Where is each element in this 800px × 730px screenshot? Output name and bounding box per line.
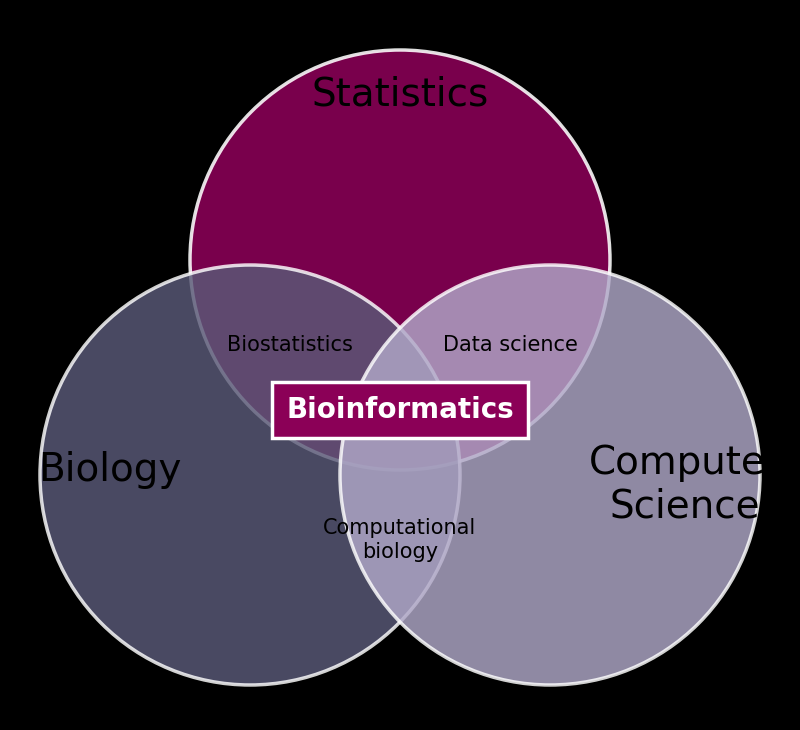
Circle shape xyxy=(190,50,610,470)
Text: Computational
biology: Computational biology xyxy=(323,518,477,561)
Text: Bioinformatics: Bioinformatics xyxy=(286,396,514,424)
Text: Biostatistics: Biostatistics xyxy=(227,335,353,355)
Circle shape xyxy=(340,265,760,685)
Text: Statistics: Statistics xyxy=(311,76,489,114)
Circle shape xyxy=(40,265,460,685)
Text: Computer
Science: Computer Science xyxy=(589,444,782,526)
Text: Biology: Biology xyxy=(38,451,182,489)
Text: Data science: Data science xyxy=(442,335,578,355)
